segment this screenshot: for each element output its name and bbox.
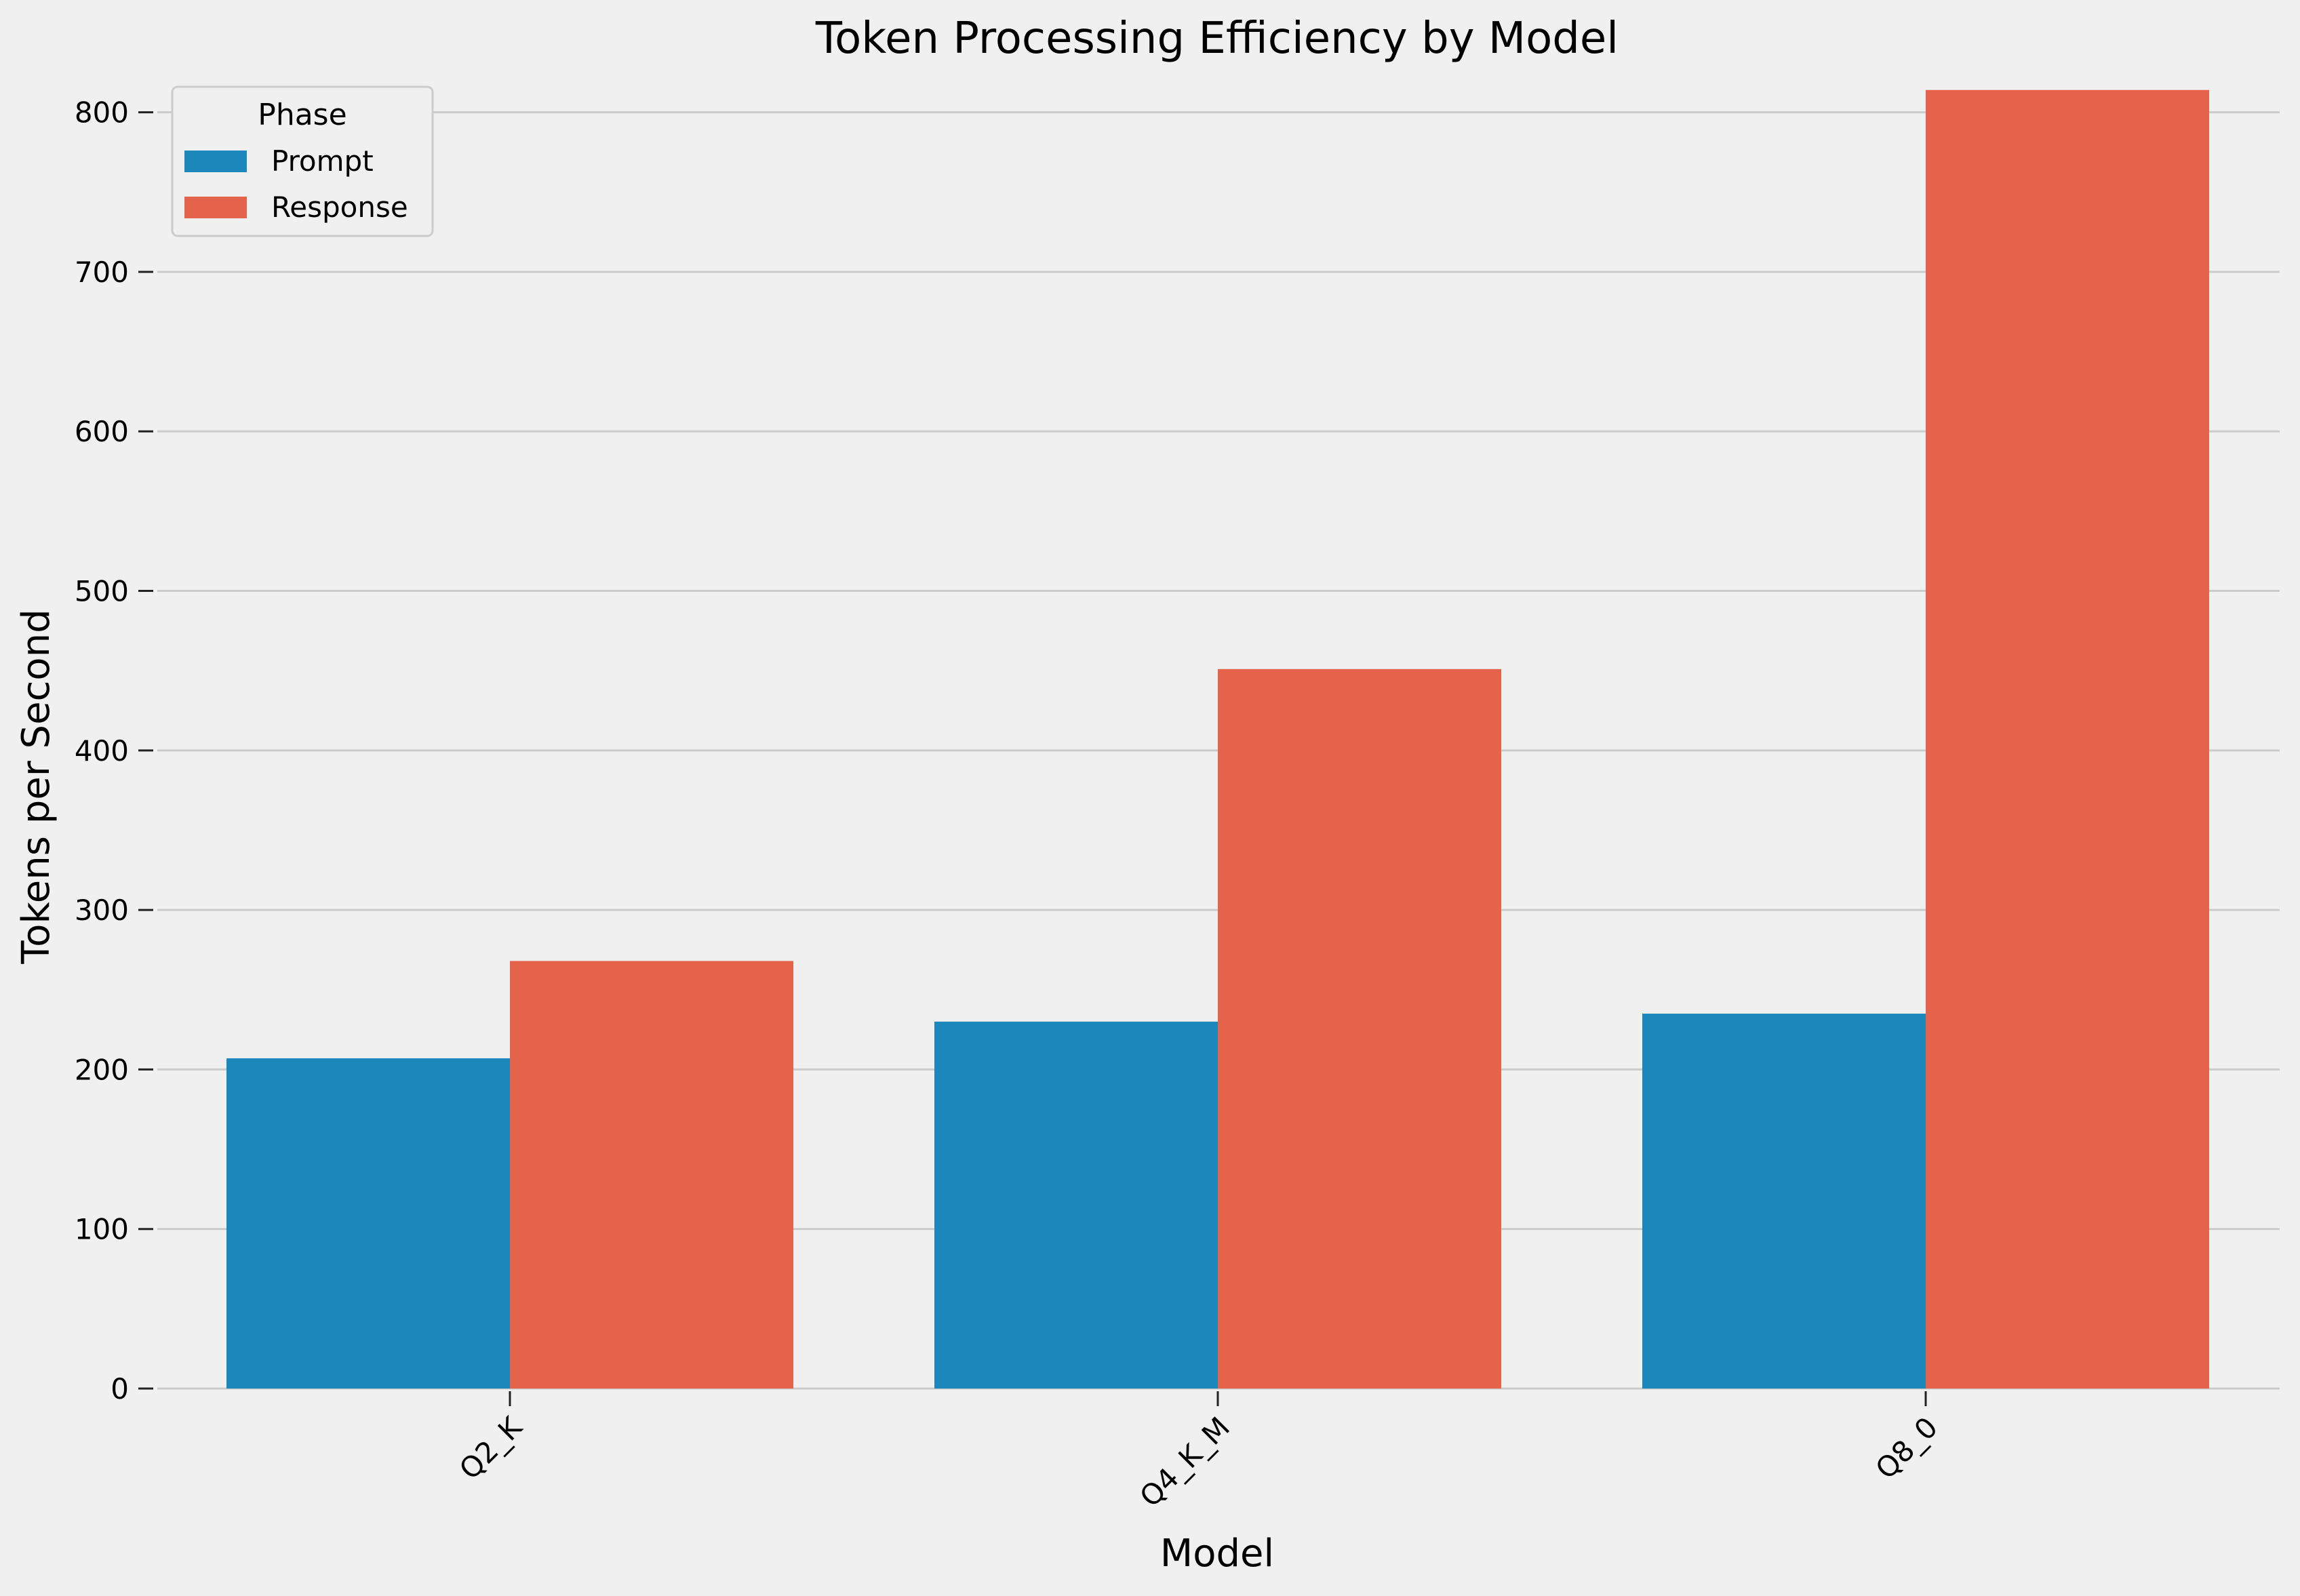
bar-prompt-q8_0 <box>1642 1014 1926 1389</box>
bar-response-q8_0 <box>1926 89 2209 1389</box>
legend-label-prompt: Prompt <box>271 144 374 178</box>
y-tick-label: 600 <box>75 415 129 448</box>
legend-swatch-response <box>184 197 247 218</box>
y-tick-label: 800 <box>75 96 129 129</box>
y-tick-label: 200 <box>75 1053 129 1086</box>
y-tick-label: 300 <box>75 894 129 927</box>
chart-title: Token Processing Efficiency by Model <box>815 14 1619 64</box>
legend-swatch-prompt <box>184 151 247 172</box>
y-axis: 0 100 200 300 400 500 600 700 800 <box>75 96 153 1405</box>
y-tick-label: 0 <box>111 1372 129 1405</box>
legend: Phase Prompt Response <box>171 85 434 237</box>
bar-response-q4_k_m <box>1218 669 1501 1389</box>
bar-prompt-q4_k_m <box>934 1021 1218 1389</box>
y-axis-label: Tokens per Second <box>14 609 58 964</box>
y-tick-label: 700 <box>75 256 129 289</box>
legend-title: Phase <box>258 98 346 132</box>
bars <box>226 89 2209 1389</box>
x-axis-label: Model <box>1160 1532 1274 1576</box>
y-tick-label: 400 <box>75 734 129 767</box>
x-tick-label: Q8_0 <box>1869 1410 1944 1485</box>
x-tick-label: Q4_K_M <box>1133 1410 1236 1513</box>
legend-label-response: Response <box>271 191 408 224</box>
bar-response-q2_k <box>510 961 793 1389</box>
bar-prompt-q2_k <box>226 1058 510 1389</box>
y-tick-label: 100 <box>75 1213 129 1246</box>
x-tick-label: Q2_K <box>453 1410 529 1485</box>
y-tick-label: 500 <box>75 575 129 608</box>
x-axis: Q2_K Q4_K_M Q8_0 <box>453 1391 1944 1513</box>
